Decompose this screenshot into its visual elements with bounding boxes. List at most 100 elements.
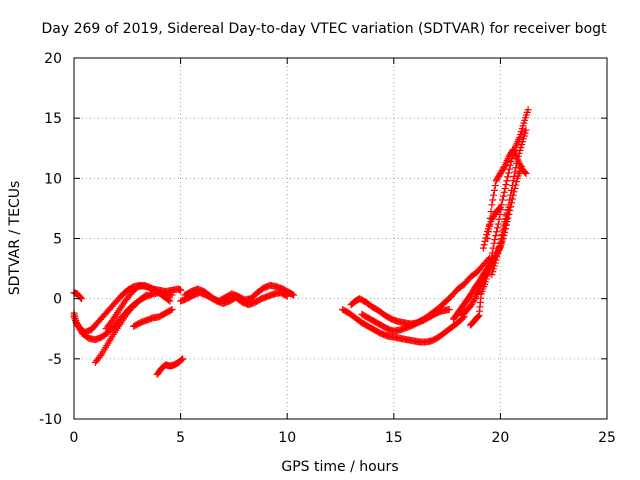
data-point [168,305,176,313]
data-point [166,297,174,305]
data-point [283,292,291,300]
x-tick-label: 0 [70,430,79,446]
data-point [509,177,517,185]
series-arc-g [153,355,187,378]
data-point [506,196,514,204]
series-arc-f [130,305,176,330]
data-point [501,184,509,192]
data-point [500,164,508,172]
data-point [480,241,488,249]
data-point [499,196,507,204]
data-point [512,164,520,172]
data-point [488,201,496,209]
data-point [496,203,504,211]
x-tick-label: 5 [176,430,185,446]
data-point [511,168,519,176]
data-point [497,235,505,243]
data-point [483,231,491,239]
data-point [506,161,514,169]
x-tick-label: 25 [598,430,616,446]
data-point [177,356,185,364]
data-point [505,165,513,173]
data-point [492,232,500,240]
x-axis-label: GPS time / hours [281,459,398,475]
data-point [179,355,187,363]
data-point [504,173,512,181]
data-point [503,177,511,185]
data-point [490,186,498,194]
y-tick-label: -5 [48,352,62,368]
data-point [445,305,453,313]
data-point [290,291,298,299]
data-point [499,192,507,200]
data-point [486,263,494,271]
data-point [489,244,497,252]
series-arc-l [358,254,494,335]
data-point [510,172,518,180]
data-point [493,228,501,236]
data-point [177,286,185,294]
data-point [496,243,504,251]
data-point [496,204,504,212]
data-point [470,296,478,304]
series-arc-r [488,203,513,279]
data-point [490,239,498,247]
axis-ticks [73,57,608,420]
data-point [524,106,532,114]
y-tick-label: 5 [53,232,62,248]
data-point [521,169,529,177]
data-point [493,253,501,261]
data-point [282,292,290,300]
data-point [474,312,482,320]
data-point [505,203,513,211]
data-point [508,182,516,190]
data-points [70,106,532,378]
x-tick-label: 20 [491,430,509,446]
data-point [142,291,150,299]
data-point [167,306,175,314]
data-point [492,256,500,264]
x-tick-label: 15 [385,430,403,446]
data-point [482,234,490,242]
data-point [77,294,85,302]
data-point [479,244,487,252]
data-point [500,188,508,196]
y-tick-label: 15 [44,111,62,127]
tick-labels: 0 5 10 15 20 25 -10 -5 0 5 10 15 20 [39,51,616,446]
data-point [96,352,104,360]
y-tick-label: -10 [39,412,62,428]
data-point [502,181,510,189]
x-tick-label: 10 [278,430,296,446]
series-arc-e [102,281,174,333]
series-arc-i [181,285,291,309]
data-point [507,191,515,199]
data-point [489,196,497,204]
series-arc-q [479,203,504,252]
data-point [498,231,506,239]
chart-title: Day 269 of 2019, Sidereal Day-to-day VTE… [41,21,607,37]
data-point [493,224,501,232]
data-point [165,296,173,304]
data-point [513,178,521,186]
y-tick-label: 20 [44,51,62,67]
data-point [496,239,504,247]
data-point [507,186,515,194]
data-point [499,226,507,234]
data-point [178,356,186,364]
y-axis-label: SDTVAR / TECUs [7,181,23,296]
data-point [495,246,503,254]
data-point [494,220,502,228]
series-arc-a [70,289,85,303]
data-point [491,235,499,243]
series-arc-m [449,162,526,323]
series-arc-j [339,305,468,346]
data-point [490,191,498,199]
series-arc-d [91,291,150,366]
data-point [522,170,530,178]
data-point [505,169,513,177]
data-point [487,254,495,262]
data-point [522,126,530,134]
data-point [481,237,489,245]
data-point [491,182,499,190]
